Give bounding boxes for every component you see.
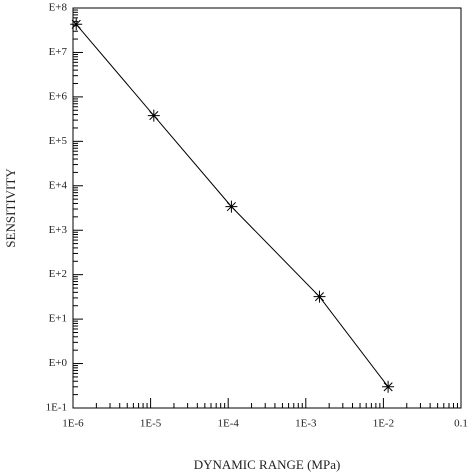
y-tick-label: E+6 — [49, 90, 68, 102]
data-point — [147, 109, 160, 122]
data-point — [225, 200, 238, 213]
x-tick-label: 1E-2 — [373, 418, 394, 430]
y-tick-label: E+0 — [49, 357, 68, 369]
y-tick-label: E+1 — [49, 313, 67, 325]
y-tick-label: E+8 — [49, 2, 68, 14]
y-tick-label: E+5 — [49, 135, 68, 147]
x-axis-title: DYNAMIC RANGE (MPa) — [194, 457, 341, 472]
x-tick-label: 1E-6 — [62, 418, 84, 430]
x-tick-label: 1E-4 — [218, 418, 240, 430]
x-tick-label: 1E-5 — [140, 418, 162, 430]
y-axis-title: SENSITIVITY — [3, 168, 18, 248]
data-point — [70, 18, 83, 31]
x-tick-label: 0.1 — [454, 418, 468, 430]
y-tick-label: 1E-1 — [46, 402, 67, 414]
y-tick-label: E+7 — [49, 46, 68, 58]
x-tick-label: 1E-3 — [295, 418, 317, 430]
plot-frame — [72, 7, 462, 409]
y-tick-label: E+3 — [49, 224, 68, 236]
y-tick-label: E+4 — [49, 179, 68, 191]
data-point — [382, 380, 395, 393]
data-point — [313, 290, 326, 303]
y-tick-label: E+2 — [49, 268, 67, 280]
